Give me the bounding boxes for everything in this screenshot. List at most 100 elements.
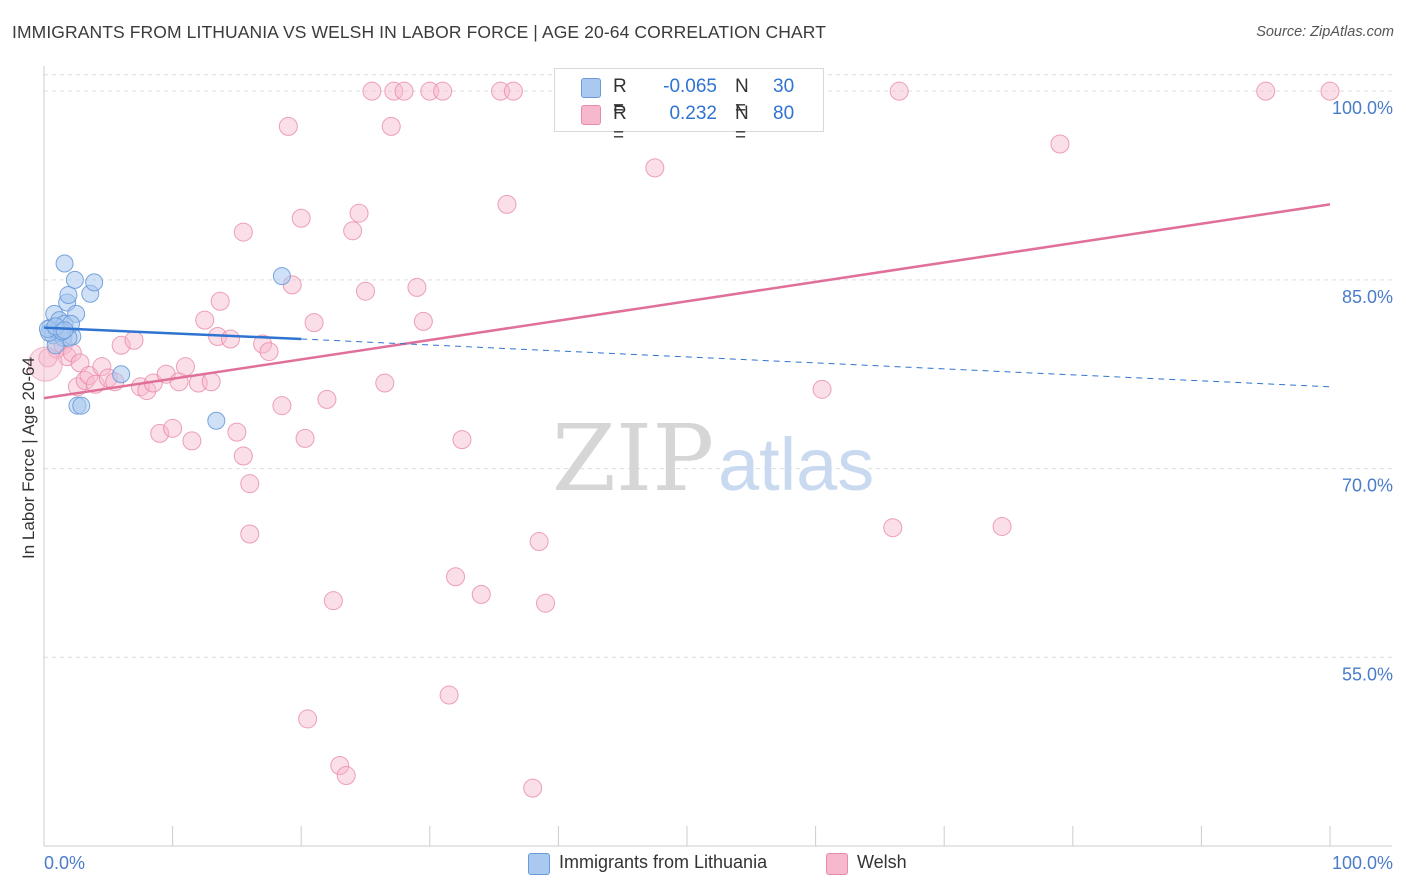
watermark: ZIP atlas <box>552 405 874 512</box>
y-tick-label: 100.0% <box>1332 98 1393 118</box>
welsh-point <box>210 291 230 311</box>
welsh-point <box>330 755 350 775</box>
welsh-point <box>323 591 343 611</box>
welsh-point <box>394 81 414 101</box>
legend-r-value-lithuania: -0.065 <box>663 76 717 97</box>
welsh-point <box>75 371 95 391</box>
welsh-point <box>992 516 1012 536</box>
welsh-point <box>883 518 903 538</box>
welsh-point <box>645 158 665 178</box>
welsh-point <box>253 334 273 354</box>
lithuania-trend-line <box>43 326 302 341</box>
lithuania-point <box>72 396 91 415</box>
welsh-point <box>1050 134 1070 154</box>
legend-r-label: R = <box>613 76 627 119</box>
legend-n-label: N = <box>735 103 749 146</box>
welsh-point <box>240 474 260 494</box>
welsh-point <box>362 81 382 101</box>
welsh-point <box>1320 81 1340 101</box>
lithuania-point <box>112 365 131 384</box>
welsh-point <box>812 379 832 399</box>
x-tick-label: 100.0% <box>1332 853 1393 873</box>
y-tick-label: 70.0% <box>1342 476 1393 496</box>
welsh-point <box>452 430 472 450</box>
welsh-point <box>413 311 433 331</box>
lithuania-points <box>38 254 291 430</box>
y-tick-label: 55.0% <box>1342 664 1393 684</box>
welsh-point <box>304 313 324 333</box>
trend-lines <box>43 203 1331 400</box>
lithuania-point <box>207 411 226 430</box>
gridlines <box>44 74 1392 658</box>
welsh-point <box>889 81 909 101</box>
welsh-point <box>175 357 195 377</box>
welsh-point <box>503 81 523 101</box>
welsh-point <box>343 221 363 241</box>
welsh-point <box>433 81 453 101</box>
welsh-point <box>220 329 240 349</box>
welsh-point <box>1256 81 1276 101</box>
welsh-point <box>317 389 337 409</box>
tick-labels: 55.0% 70.0% 85.0% 100.0% 0.0% 100.0% <box>44 98 1393 873</box>
welsh-point <box>471 584 491 604</box>
welsh-point <box>523 778 543 798</box>
legend-n-value-lithuania: 30 <box>773 76 795 97</box>
bottom-legend-label-lithuania: Immigrants from Lithuania <box>559 852 768 872</box>
welsh-point <box>298 709 318 729</box>
welsh-point <box>240 524 260 544</box>
welsh-point <box>182 431 202 451</box>
welsh-trend-line <box>43 203 1331 400</box>
lithuania-trend-extension <box>301 338 1331 388</box>
welsh-point <box>336 766 356 786</box>
welsh-point <box>439 685 459 705</box>
correlation-legend: R = -0.065 N = 30 R = 0.232 N = 80 <box>554 68 824 146</box>
welsh-point <box>195 310 215 330</box>
welsh-point <box>384 81 404 101</box>
lithuania-point <box>65 270 84 289</box>
welsh-points <box>27 81 1340 798</box>
legend-n-value-welsh: 80 <box>773 103 795 124</box>
welsh-point <box>381 116 401 136</box>
welsh-point <box>92 357 112 377</box>
bottom-legend-label-welsh: Welsh <box>857 852 907 872</box>
bottom-legend-swatch-welsh <box>826 853 848 875</box>
welsh-point <box>529 532 549 552</box>
welsh-point <box>497 194 517 214</box>
lithuania-point <box>85 273 104 292</box>
welsh-point <box>272 396 292 416</box>
welsh-point <box>163 418 183 438</box>
welsh-point <box>259 342 279 362</box>
lithuania-point <box>55 254 74 273</box>
welsh-point <box>356 281 375 301</box>
lithuania-point <box>55 321 74 340</box>
welsh-point <box>124 330 144 350</box>
welsh-point <box>295 428 315 448</box>
y-tick-label: 85.0% <box>1342 287 1393 307</box>
welsh-point <box>233 446 253 466</box>
welsh-point <box>201 372 221 392</box>
welsh-point <box>227 422 247 442</box>
welsh-point <box>150 423 170 443</box>
welsh-point <box>233 222 253 242</box>
legend-r-value-welsh: 0.232 <box>669 103 717 124</box>
welsh-point <box>536 593 556 613</box>
watermark-zip: ZIP <box>552 405 714 512</box>
legend-n-label: N = <box>735 76 749 119</box>
chart-title: IMMIGRANTS FROM LITHUANIA VS WELSH IN LA… <box>12 22 827 42</box>
x-tick-label: 0.0% <box>44 853 85 873</box>
legend-swatch-welsh <box>581 105 601 125</box>
welsh-point <box>291 208 311 228</box>
welsh-point <box>349 203 369 223</box>
y-axis-label: In Labor Force | Age 20-64 <box>19 357 38 559</box>
axes <box>43 66 1392 847</box>
welsh-point <box>111 335 131 355</box>
welsh-point <box>278 116 298 136</box>
welsh-point-cluster <box>27 346 63 382</box>
lithuania-point <box>272 267 291 286</box>
legend-r-label: R = <box>613 103 627 146</box>
watermark-atlas: atlas <box>718 423 874 506</box>
legend-swatch-lithuania <box>581 78 601 98</box>
lithuania-point <box>59 285 78 304</box>
welsh-point <box>446 567 466 587</box>
